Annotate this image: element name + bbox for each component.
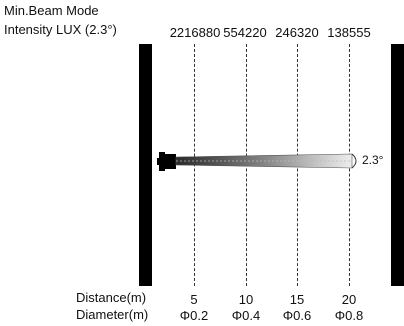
diameter-label: Diameter(m): [76, 307, 149, 322]
distance-tick-15: 15: [289, 292, 305, 307]
diagram-title: Min.Beam Mode: [4, 3, 99, 18]
lux-value-5m: 2216880: [169, 25, 221, 40]
distance-label: Distance(m): [76, 290, 147, 305]
diameter-tick-15: Φ0.6: [282, 308, 312, 323]
lux-value-10m: 554220: [223, 25, 267, 40]
lux-value-20m: 138555: [327, 25, 371, 40]
diameter-tick-10: Φ0.4: [231, 308, 261, 323]
diameter-tick-20: Φ0.8: [334, 308, 364, 323]
beam-angle-label: 2.3°: [362, 153, 384, 167]
fixture-icon: [157, 152, 176, 171]
lux-value-15m: 246320: [275, 25, 319, 40]
beam-angle-arc: [351, 153, 357, 169]
distance-tick-10: 10: [238, 292, 254, 307]
frame-right-bar: [391, 44, 404, 286]
frame-left-bar: [139, 44, 152, 286]
distance-tick-20: 20: [341, 292, 357, 307]
intensity-heading: Intensity LUX (2.3°): [4, 22, 117, 37]
distance-tick-5: 5: [190, 292, 198, 307]
diameter-tick-5: Φ0.2: [179, 308, 209, 323]
